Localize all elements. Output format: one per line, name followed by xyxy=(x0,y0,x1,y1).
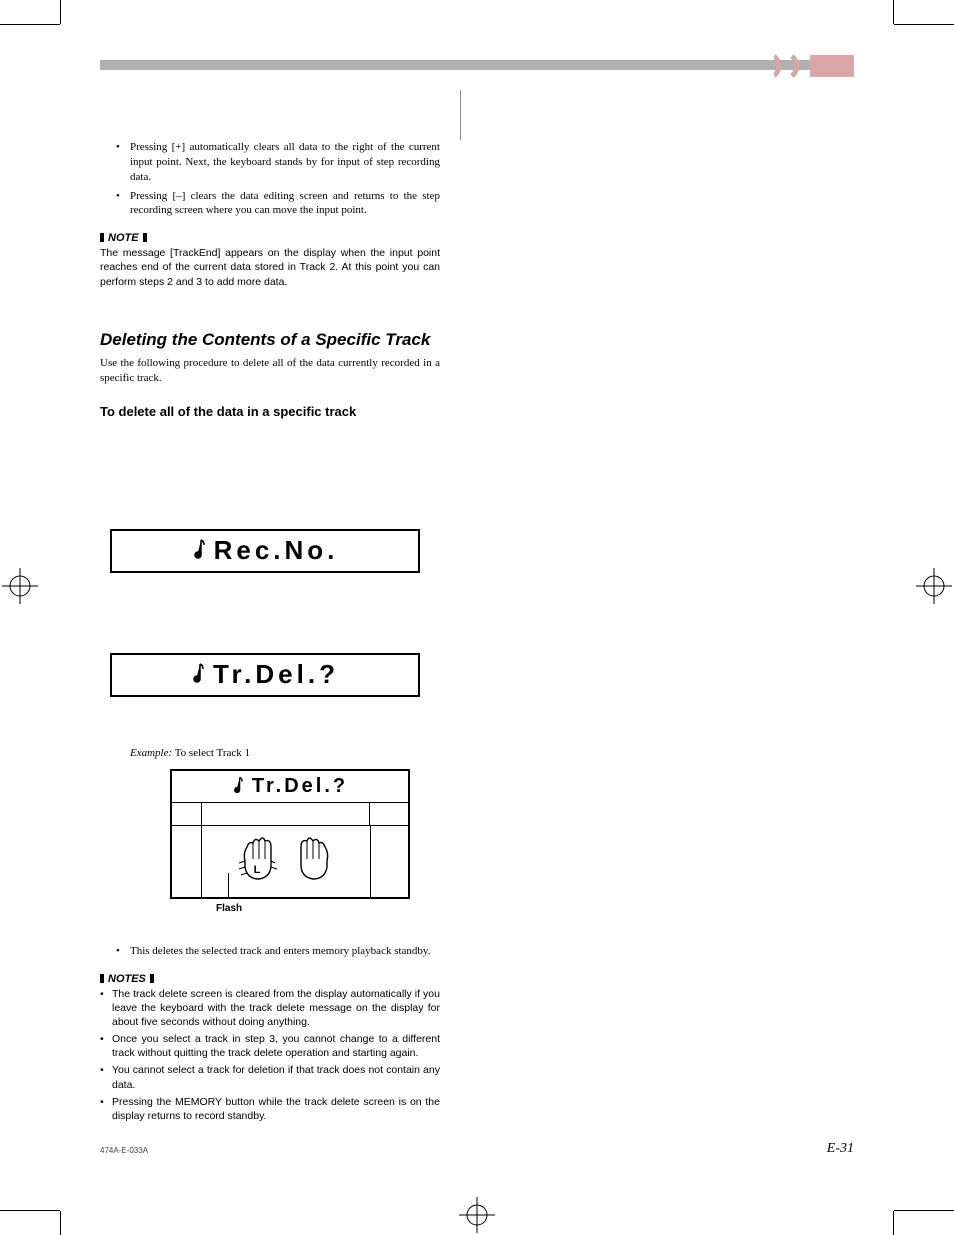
svg-text:L: L xyxy=(254,864,261,876)
section-intro: Use the following procedure to delete al… xyxy=(100,356,440,386)
note-icon xyxy=(191,661,205,688)
lcd-text: Tr.Del.? xyxy=(252,775,348,798)
lcd-display-1: Rec.No. xyxy=(110,529,420,573)
footer-code: 474A-E-033A xyxy=(100,1146,148,1155)
crop-mark xyxy=(60,0,61,24)
note-body: The message [TrackEnd] appears on the di… xyxy=(100,246,440,289)
list-item: You cannot select a track for deletion i… xyxy=(100,1063,440,1091)
example-line: Example: To select Track 1 xyxy=(130,747,440,759)
notes-heading: NOTES xyxy=(100,973,440,985)
flash-label: Flash xyxy=(216,903,440,914)
header-bar xyxy=(100,60,854,70)
crop-mark xyxy=(894,1210,954,1211)
content-column: Pressing [+] automatically clears all da… xyxy=(100,140,440,1126)
after-bullet-list: This deletes the selected track and ente… xyxy=(100,944,440,959)
note-icon xyxy=(232,775,244,798)
note-heading: NOTE xyxy=(100,232,440,244)
lcd-display-3: Tr.Del.? L xyxy=(170,769,410,899)
registration-mark-icon xyxy=(914,566,954,606)
list-item: Once you select a track in step 3, you c… xyxy=(100,1032,440,1060)
list-item: This deletes the selected track and ente… xyxy=(120,944,440,959)
header-ornament-icon xyxy=(774,52,854,80)
section-heading: Deleting the Contents of a Specific Trac… xyxy=(100,329,440,350)
registration-mark-icon xyxy=(0,566,40,606)
list-item: The track delete screen is cleared from … xyxy=(100,987,440,1030)
list-item: Pressing the MEMORY button while the tra… xyxy=(100,1095,440,1123)
lcd-text: Rec.No. xyxy=(214,535,339,566)
notes-list: The track delete screen is cleared from … xyxy=(100,987,440,1124)
crop-mark xyxy=(894,24,954,25)
top-bullet-list: Pressing [+] automatically clears all da… xyxy=(100,140,440,218)
example-label: Example: xyxy=(130,747,172,759)
page-number: E-31 xyxy=(827,1141,854,1157)
flash-indicator-line xyxy=(228,873,229,899)
crop-mark xyxy=(893,0,894,24)
list-item: Pressing [+] automatically clears all da… xyxy=(120,140,440,185)
hand-right-icon xyxy=(289,833,337,889)
list-item: Pressing [–] clears the data editing scr… xyxy=(120,189,440,219)
sub-heading: To delete all of the data in a specific … xyxy=(100,404,440,419)
registration-mark-icon xyxy=(457,1195,497,1235)
lcd-display-2: Tr.Del.? xyxy=(110,653,420,697)
example-text: To select Track 1 xyxy=(172,747,250,759)
column-divider xyxy=(460,90,461,140)
crop-mark xyxy=(0,24,60,25)
crop-mark xyxy=(60,1211,61,1235)
hand-left-icon: L xyxy=(235,833,283,889)
crop-mark xyxy=(0,1210,60,1211)
crop-mark xyxy=(893,1211,894,1235)
lcd-text: Tr.Del.? xyxy=(213,659,339,690)
note-icon xyxy=(192,537,206,564)
